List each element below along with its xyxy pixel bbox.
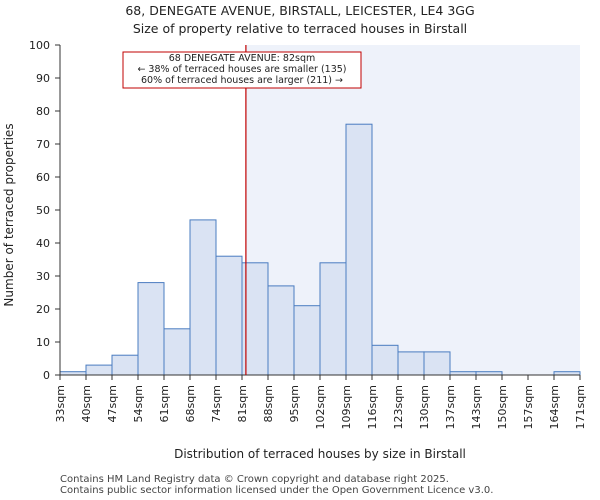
x-tick-label: 143sqm [470,385,483,429]
bar-109sqm [345,123,373,376]
x-tick-label: 109sqm [340,385,353,429]
x-axis-label: Distribution of terraced houses by size … [174,447,466,461]
x-tick-label: 54sqm [132,385,145,422]
y-axis-label: Number of terraced properties [2,123,16,306]
y-axis-ticks: 0 10 20 30 40 50 60 70 80 90 100 [29,39,60,382]
bar-123sqm [397,351,425,376]
y-tick-label: 20 [36,303,50,316]
x-tick-label: 40sqm [80,385,93,422]
bar-88sqm [267,285,295,376]
x-tick-label: 116sqm [366,385,379,429]
y-tick-label: 50 [36,204,50,217]
x-tick-label: 137sqm [444,385,457,429]
annotation-box [122,51,362,89]
x-tick-label: 157sqm [522,385,535,429]
bar-47sqm [111,354,139,376]
bar-116sqm [371,344,399,376]
bars [59,123,581,376]
bar-95sqm [293,305,321,376]
y-tick-label: 60 [36,171,50,184]
x-tick-label: 61sqm [158,385,171,422]
x-tick-label: 123sqm [392,385,405,429]
bar-130sqm [423,351,451,376]
y-tick-label: 80 [36,105,50,118]
y-tick-label: 10 [36,336,50,349]
x-tick-label: 88sqm [262,385,275,422]
annotation-line-3: 60% of terraced houses are larger (211) … [141,75,343,86]
footer-licence: Contains public sector information licen… [60,485,494,496]
x-tick-label: 171sqm [574,385,587,429]
chart-title: 68, DENEGATE AVENUE, BIRSTALL, LEICESTER… [125,3,474,18]
x-tick-label: 47sqm [106,385,119,422]
bar-102sqm [319,262,347,376]
x-tick-label: 130sqm [418,385,431,429]
bar-40sqm [85,364,113,376]
y-tick-label: 70 [36,138,50,151]
x-axis-ticks: 33sqm 40sqm 47sqm 54sqm 61sqm 68sqm 74sqm 81sqm… [54,375,587,429]
y-tick-label: 0 [43,369,50,382]
chart-subtitle: Size of property relative to terraced ho… [133,21,467,36]
x-tick-label: 150sqm [496,385,509,429]
footer-copyright: Contains HM Land Registry data © Crown c… [60,474,449,485]
annotation-line-1: 68 DENEGATE AVENUE: 82sqm [169,53,315,64]
y-tick-label: 90 [36,72,50,85]
y-tick-label: 40 [36,237,50,250]
bar-61sqm [163,328,191,376]
annotation-line-2: ← 38% of terraced houses are smaller (13… [137,64,346,75]
bar-68sqm [189,219,217,376]
x-tick-label: 81sqm [236,385,249,422]
x-tick-label: 102sqm [314,385,327,429]
x-tick-label: 33sqm [54,385,67,422]
x-tick-label: 95sqm [288,385,301,422]
y-tick-label: 30 [36,270,50,283]
x-tick-label: 74sqm [210,385,223,422]
bar-74sqm [215,255,243,376]
x-tick-label: 68sqm [184,385,197,422]
x-tick-label: 164sqm [548,385,561,429]
bar-54sqm [137,282,165,376]
y-tick-label: 100 [29,39,50,52]
